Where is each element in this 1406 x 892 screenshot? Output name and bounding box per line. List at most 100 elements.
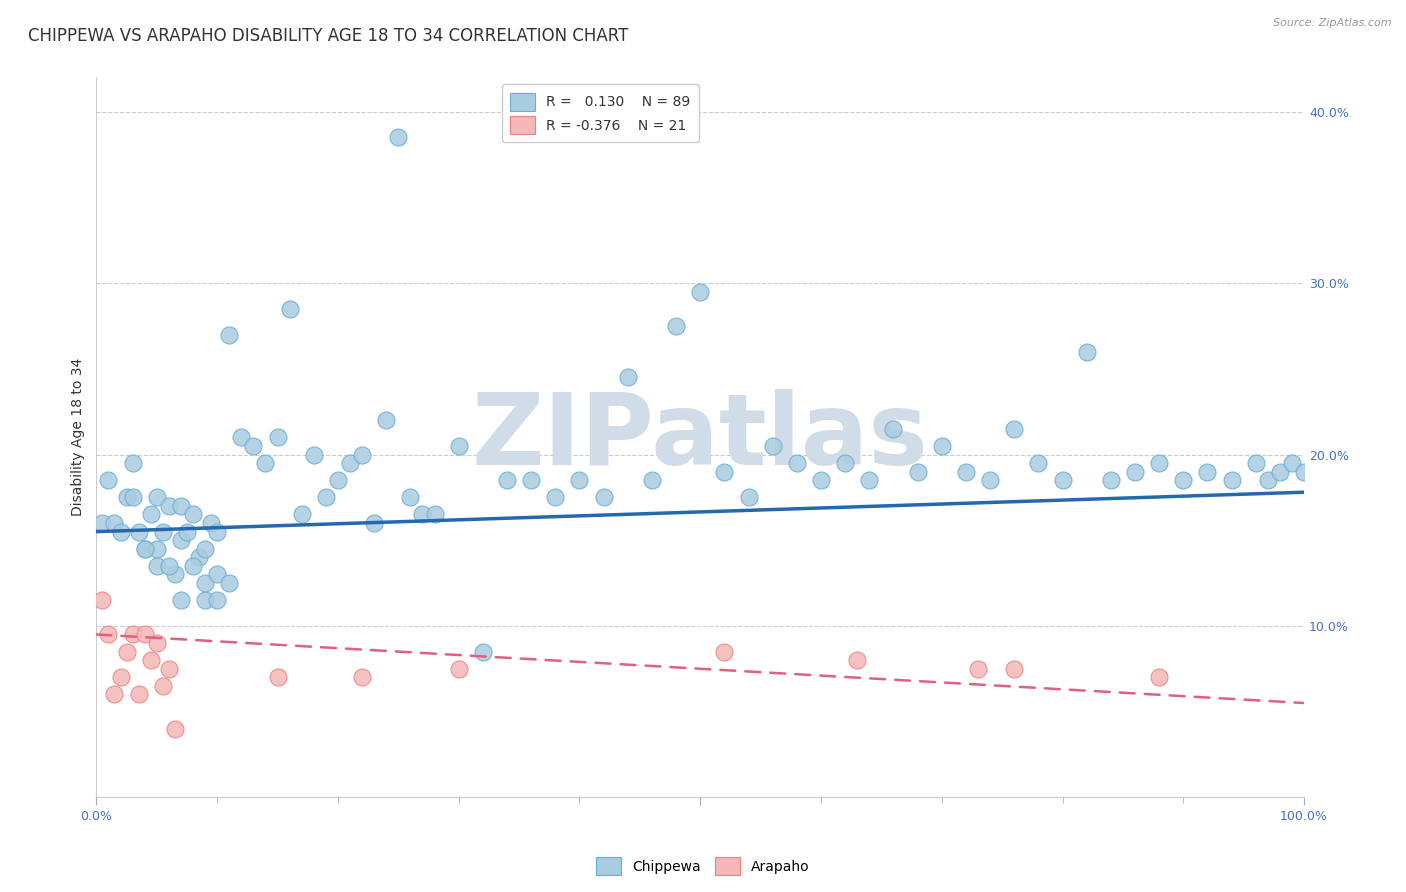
Point <box>254 456 277 470</box>
Point <box>1052 473 1074 487</box>
Point <box>1268 465 1291 479</box>
Point <box>1099 473 1122 487</box>
Y-axis label: Disability Age 18 to 34: Disability Age 18 to 34 <box>72 359 86 516</box>
Point <box>266 670 288 684</box>
Point <box>242 439 264 453</box>
Point <box>520 473 543 487</box>
Point <box>1028 456 1050 470</box>
Point <box>91 593 114 607</box>
Point <box>200 516 222 530</box>
Point <box>181 558 204 573</box>
Point <box>121 627 143 641</box>
Point <box>266 430 288 444</box>
Point <box>157 558 180 573</box>
Point <box>967 662 990 676</box>
Point <box>205 593 228 607</box>
Point <box>931 439 953 453</box>
Point <box>834 456 856 470</box>
Point <box>145 558 167 573</box>
Point <box>1281 456 1303 470</box>
Point <box>163 567 186 582</box>
Point <box>110 670 132 684</box>
Text: CHIPPEWA VS ARAPAHO DISABILITY AGE 18 TO 34 CORRELATION CHART: CHIPPEWA VS ARAPAHO DISABILITY AGE 18 TO… <box>28 27 628 45</box>
Point <box>128 524 150 539</box>
Point <box>152 524 174 539</box>
Point <box>1257 473 1279 487</box>
Point <box>170 499 193 513</box>
Point <box>115 491 138 505</box>
Point <box>411 508 433 522</box>
Point <box>163 722 186 736</box>
Point <box>134 541 156 556</box>
Point <box>176 524 198 539</box>
Point <box>145 491 167 505</box>
Point <box>181 508 204 522</box>
Point <box>737 491 759 505</box>
Point <box>399 491 422 505</box>
Point <box>1147 456 1170 470</box>
Point <box>363 516 385 530</box>
Point <box>205 524 228 539</box>
Point <box>339 456 361 470</box>
Point <box>121 456 143 470</box>
Text: ZIPatlas: ZIPatlas <box>472 389 928 486</box>
Point <box>1076 344 1098 359</box>
Point <box>352 448 374 462</box>
Point <box>1123 465 1146 479</box>
Point <box>194 576 217 591</box>
Point <box>91 516 114 530</box>
Point <box>110 524 132 539</box>
Point <box>641 473 664 487</box>
Point <box>188 550 211 565</box>
Point <box>1002 422 1025 436</box>
Point <box>115 644 138 658</box>
Point <box>447 439 470 453</box>
Point <box>97 627 120 641</box>
Point <box>907 465 929 479</box>
Point <box>145 636 167 650</box>
Point <box>103 516 125 530</box>
Point <box>103 688 125 702</box>
Point <box>616 370 638 384</box>
Point <box>762 439 785 453</box>
Point <box>194 593 217 607</box>
Point <box>423 508 446 522</box>
Point <box>568 473 591 487</box>
Point <box>689 285 711 299</box>
Point <box>302 448 325 462</box>
Point <box>134 541 156 556</box>
Point <box>858 473 880 487</box>
Point <box>955 465 977 479</box>
Point <box>121 491 143 505</box>
Point <box>97 473 120 487</box>
Point <box>352 670 374 684</box>
Point <box>810 473 832 487</box>
Point <box>1244 456 1267 470</box>
Point <box>713 644 735 658</box>
Point <box>1173 473 1195 487</box>
Point <box>194 541 217 556</box>
Point <box>157 662 180 676</box>
Point <box>278 301 301 316</box>
Point <box>786 456 808 470</box>
Point <box>1147 670 1170 684</box>
Point <box>326 473 349 487</box>
Point <box>544 491 567 505</box>
Point <box>1197 465 1219 479</box>
Text: Source: ZipAtlas.com: Source: ZipAtlas.com <box>1274 18 1392 28</box>
Point <box>152 679 174 693</box>
Point <box>139 653 162 667</box>
Point <box>145 541 167 556</box>
Point <box>496 473 519 487</box>
Point <box>447 662 470 676</box>
Point <box>205 567 228 582</box>
Point <box>218 327 240 342</box>
Point <box>665 318 688 333</box>
Point <box>139 508 162 522</box>
Legend: Chippewa, Arapaho: Chippewa, Arapaho <box>591 852 815 880</box>
Point <box>882 422 904 436</box>
Point <box>846 653 869 667</box>
Point <box>128 688 150 702</box>
Point <box>1220 473 1243 487</box>
Point <box>592 491 614 505</box>
